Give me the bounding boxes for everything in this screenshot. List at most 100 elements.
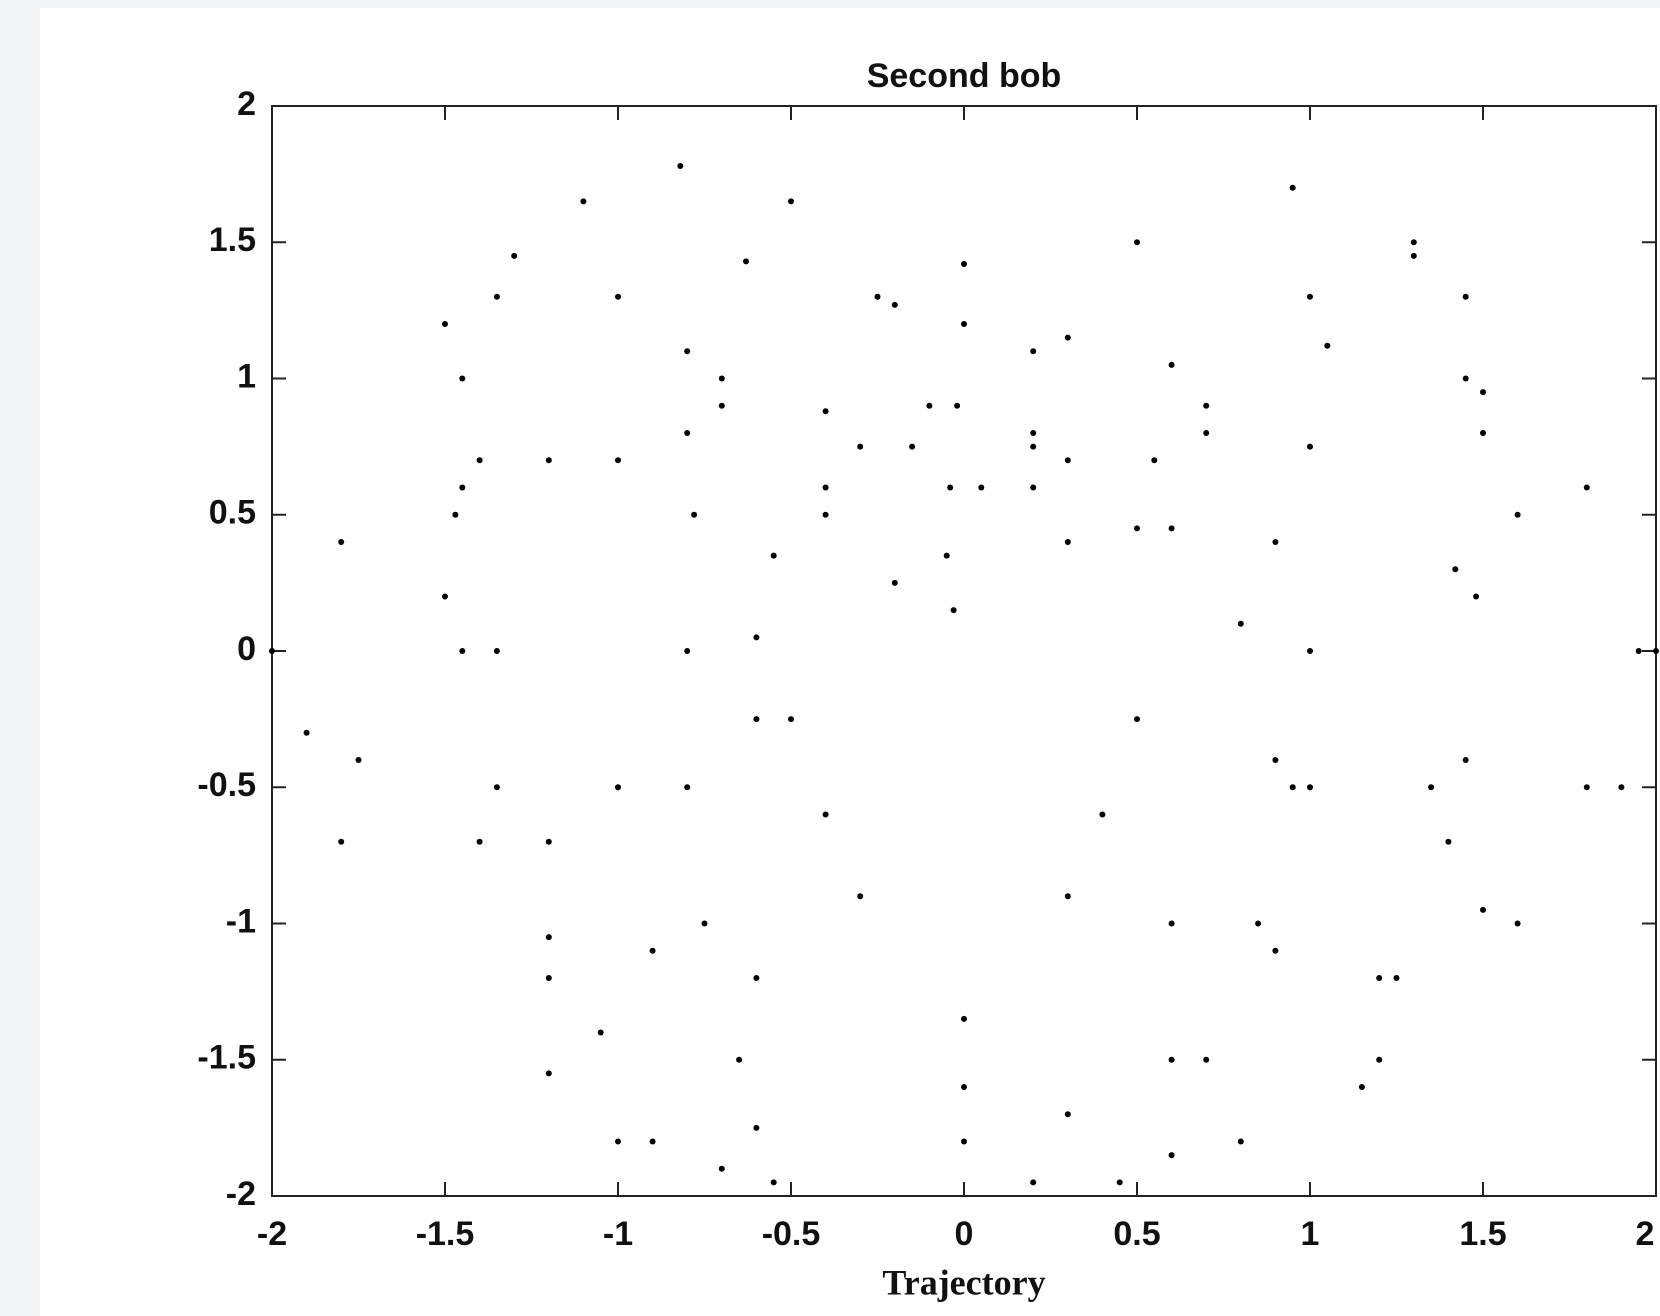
point (1462, 293, 1469, 300)
point (476, 457, 483, 464)
point (1445, 838, 1452, 845)
chart-title: Second bob (867, 57, 1062, 95)
y-tick-label: 0.5 (209, 494, 256, 532)
point (649, 947, 656, 954)
point (743, 258, 750, 265)
point (459, 484, 466, 491)
point (442, 593, 448, 600)
point (684, 430, 691, 436)
point (891, 579, 898, 586)
point (1583, 484, 1590, 491)
point (961, 261, 967, 268)
point (1237, 1138, 1244, 1145)
point (961, 1084, 967, 1090)
point (822, 811, 829, 818)
point (649, 1138, 656, 1145)
point (1168, 1152, 1175, 1159)
point (615, 1138, 621, 1145)
x-tick-label: 1 (1301, 1215, 1320, 1253)
point (684, 784, 691, 791)
point (1410, 239, 1417, 246)
point (677, 162, 684, 169)
point (1168, 361, 1175, 368)
point (1030, 484, 1037, 491)
point (1255, 920, 1262, 927)
point (511, 252, 518, 259)
point (1151, 457, 1158, 464)
x-tick-label: 1.5 (1459, 1215, 1506, 1253)
point (1116, 1179, 1123, 1186)
point (718, 375, 725, 382)
point (1410, 252, 1417, 259)
point (1307, 648, 1313, 654)
point (1272, 947, 1279, 954)
x-axis-label: Trajectory (882, 1262, 1045, 1302)
point (753, 634, 760, 641)
point (926, 402, 933, 409)
x-tick-label: -2 (257, 1215, 287, 1253)
point (303, 729, 310, 736)
point (1289, 784, 1296, 791)
point (950, 607, 957, 614)
point (1134, 525, 1140, 532)
point (1064, 539, 1071, 545)
point (1134, 239, 1140, 246)
x-tick-label: 0.5 (1113, 1215, 1160, 1253)
point (1203, 1056, 1210, 1063)
point (691, 511, 698, 518)
point (1307, 443, 1313, 450)
point (1653, 648, 1659, 654)
point (1064, 334, 1071, 341)
point (1030, 443, 1037, 450)
point (753, 1124, 760, 1131)
point (736, 1056, 743, 1063)
point (1203, 430, 1210, 436)
point (1635, 648, 1642, 654)
point (961, 1015, 967, 1022)
point (1583, 784, 1590, 791)
point (615, 293, 621, 300)
point (545, 1070, 552, 1077)
point (718, 402, 725, 409)
point (1618, 784, 1625, 791)
point (684, 648, 691, 654)
point (753, 975, 760, 981)
point (615, 784, 621, 791)
point (770, 1179, 777, 1186)
point (1462, 375, 1469, 382)
point (476, 838, 483, 845)
point (1324, 342, 1331, 349)
point (947, 484, 954, 491)
x-tick-label: 2 (1636, 1215, 1655, 1253)
point (891, 301, 898, 308)
x-tick-label: -1 (603, 1215, 633, 1253)
y-tick-label: 2 (237, 85, 256, 123)
point (1168, 525, 1175, 532)
y-tick-label: 0 (237, 630, 256, 668)
point (355, 757, 362, 763)
x-tick-label: -0.5 (762, 1215, 821, 1253)
y-tick-label: -2 (226, 1175, 256, 1213)
point (943, 552, 950, 559)
y-tick-label: 1.5 (209, 221, 256, 259)
point (1030, 430, 1037, 436)
point (1480, 430, 1486, 436)
point (493, 784, 500, 791)
point (1272, 757, 1279, 763)
point (1428, 784, 1435, 791)
point (753, 716, 760, 723)
point (269, 648, 275, 654)
point (545, 975, 552, 981)
point (1462, 757, 1469, 763)
point (493, 293, 500, 300)
point (954, 402, 961, 409)
point (1134, 716, 1140, 723)
x-tick-label: -1.5 (416, 1215, 475, 1253)
point (1203, 402, 1210, 409)
point (874, 293, 881, 300)
x-tick-label: 0 (955, 1215, 974, 1253)
point (909, 443, 916, 450)
point (1064, 893, 1071, 900)
point (459, 375, 466, 382)
panel (40, 8, 1660, 1316)
